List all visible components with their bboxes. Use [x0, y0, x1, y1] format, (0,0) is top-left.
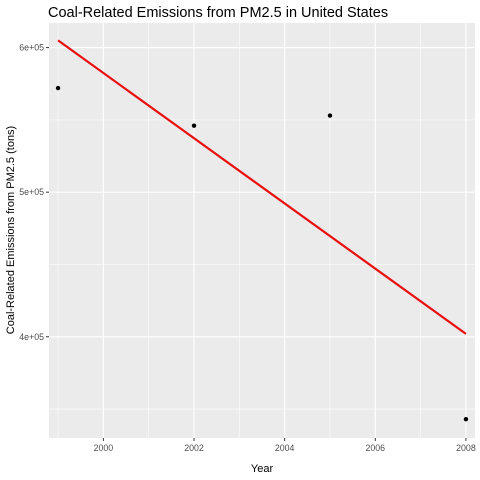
axes: 2000 2002 2004 2006 2008 4e+05 5e+05 6e+05 — [19, 43, 476, 453]
grid-major — [49, 23, 475, 438]
x-tick-label: 2008 — [456, 443, 476, 453]
x-tick-label: 2006 — [366, 443, 386, 453]
trend-line — [57, 39, 467, 335]
data-point — [463, 417, 469, 422]
y-axis-label: Coal-Related Emissions from PM2.5 (tons) — [5, 126, 17, 334]
data-point — [55, 85, 61, 91]
y-tick-label: 6e+05 — [19, 43, 44, 53]
chart-marks — [55, 39, 469, 422]
grid-minor — [49, 23, 475, 438]
x-tick-label: 2002 — [184, 443, 204, 453]
data-point — [191, 123, 197, 128]
y-tick-label: 5e+05 — [19, 187, 44, 197]
y-tick-label: 4e+05 — [19, 332, 44, 342]
x-tick-label: 2000 — [94, 443, 114, 453]
x-axis-label: Year — [251, 463, 274, 475]
chart-title: Coal-Related Emissions from PM2.5 in Uni… — [48, 5, 388, 21]
x-tick-label: 2004 — [275, 443, 295, 453]
data-point — [327, 113, 333, 118]
plot-panel — [49, 23, 475, 438]
